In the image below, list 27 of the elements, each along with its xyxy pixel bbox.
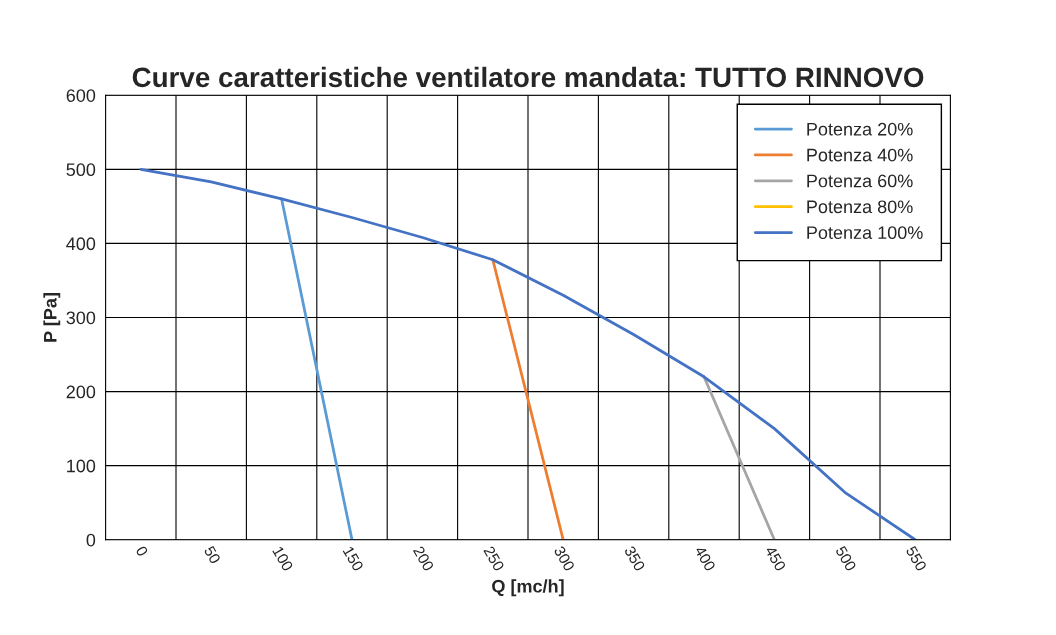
y-tick-label: 100 (67, 459, 96, 473)
y-tick-label: 500 (66, 163, 96, 177)
y-tick-label: 300 (66, 311, 96, 325)
x-tick-label: 400 (694, 545, 716, 572)
x-tick-label: 100 (272, 545, 294, 572)
x-tick-label: 300 (553, 545, 576, 572)
y-tick-label: 200 (66, 385, 96, 399)
chart-title: Curve caratteristiche ventilatore mandata: TUTTO RINNOVO (132, 66, 924, 88)
x-tick-label: 250 (483, 545, 505, 572)
legend-label: Potenza 60% (807, 174, 913, 188)
y-tick-label: 400 (66, 237, 96, 251)
legend-label: Potenza 20% (807, 122, 913, 136)
x-tick-label: 0 (135, 545, 149, 558)
x-tick-label: 450 (764, 545, 787, 572)
x-tick-label: 550 (905, 545, 928, 572)
y-axis-title: P [Pa] (43, 293, 61, 342)
y-tick-label: 600 (66, 89, 96, 102)
x-tick-label: 350 (623, 545, 646, 572)
x-tick-label: 50 (203, 545, 221, 565)
x-tick-label: 200 (412, 545, 435, 572)
x-axis-title: Q [mc/h] (492, 579, 564, 597)
y-tick-label: 0 (86, 533, 96, 547)
legend-label: Potenza 80% (807, 200, 913, 214)
x-tick-label: 150 (342, 545, 364, 572)
legend-label: Potenza 100% (807, 226, 923, 240)
legend-label: Potenza 40% (807, 148, 913, 162)
x-tick-label: 500 (835, 545, 857, 572)
